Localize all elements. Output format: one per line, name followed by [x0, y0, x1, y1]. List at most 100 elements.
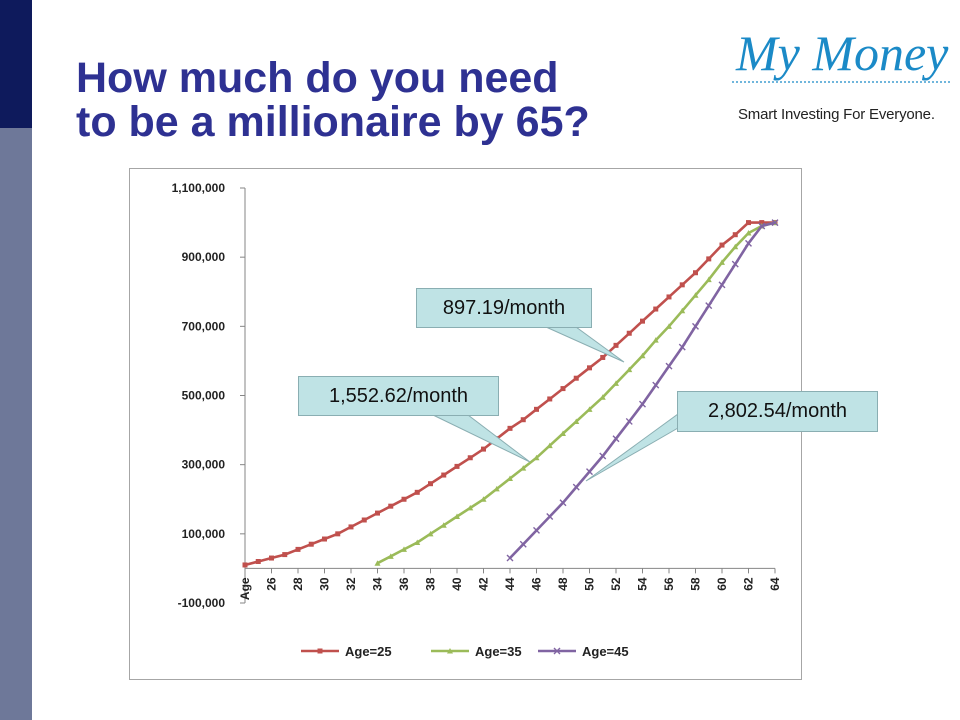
- data-point: [625, 417, 633, 425]
- legend-label: Age=25: [345, 644, 392, 659]
- data-point: [533, 526, 540, 534]
- data-point: [719, 259, 725, 265]
- data-point: [612, 435, 620, 443]
- data-point: [546, 513, 554, 521]
- data-point: [308, 541, 314, 547]
- data-point: [361, 517, 367, 523]
- x-tick-label: 44: [503, 577, 517, 591]
- x-tick-label: 38: [424, 577, 438, 591]
- data-point: [520, 417, 526, 423]
- data-point: [705, 302, 713, 310]
- data-point: [706, 256, 712, 262]
- data-point: [679, 282, 685, 288]
- data-point: [520, 465, 527, 471]
- data-point: [401, 496, 407, 502]
- callout-pointer: [432, 414, 531, 463]
- data-point: [440, 522, 447, 528]
- sidebar-accent: [0, 0, 32, 128]
- y-tick-label: 500,000: [182, 389, 226, 403]
- data-point: [599, 394, 606, 400]
- callout-label: 2,802.54/month: [677, 391, 878, 432]
- data-point: [759, 220, 765, 226]
- data-point: [348, 524, 354, 530]
- x-tick-label: 54: [636, 577, 650, 591]
- data-point: [295, 546, 301, 552]
- data-point: [547, 396, 553, 402]
- x-tick-label: 64: [768, 577, 782, 591]
- data-point: [666, 294, 672, 300]
- data-point: [652, 381, 660, 389]
- data-point: [693, 270, 698, 276]
- data-point: [666, 323, 672, 329]
- data-point: [559, 499, 567, 507]
- data-point: [732, 243, 739, 250]
- legend-marker: [553, 647, 561, 655]
- data-point: [375, 510, 380, 516]
- data-point: [242, 562, 248, 568]
- logo-tagline: Smart Investing For Everyone.: [738, 106, 935, 123]
- callout-pointer: [545, 326, 625, 363]
- x-tick-label: Age: [238, 577, 252, 600]
- x-tick-label: 42: [477, 577, 491, 591]
- x-tick-label: 36: [397, 577, 411, 591]
- legend: Age=25 Age=35 Age=45: [301, 644, 629, 659]
- data-point: [746, 220, 751, 226]
- data-point: [639, 400, 646, 408]
- data-point: [388, 503, 394, 509]
- data-point: [771, 219, 779, 227]
- x-tick-label: 46: [530, 577, 544, 591]
- data-point: [507, 425, 513, 431]
- data-point: [322, 536, 327, 542]
- x-tick-label: 56: [662, 577, 676, 591]
- data-point: [586, 468, 593, 476]
- data-point: [427, 530, 434, 537]
- data-point: [507, 475, 513, 481]
- x-tick-label: 34: [371, 577, 385, 591]
- data-point: [546, 442, 553, 449]
- y-tick-label: 300,000: [182, 458, 226, 472]
- data-point: [533, 454, 540, 461]
- x-tick-label: 50: [583, 577, 597, 591]
- data-point: [481, 446, 486, 452]
- data-point: [255, 559, 261, 564]
- data-point: [493, 485, 500, 492]
- data-point: [467, 504, 474, 511]
- data-point: [653, 306, 659, 312]
- data-point: [692, 322, 699, 330]
- y-tick-label: -100,000: [178, 596, 226, 610]
- data-point: [600, 354, 606, 360]
- series-group: [242, 219, 779, 568]
- data-point: [387, 553, 394, 559]
- data-point: [414, 489, 420, 495]
- data-point: [745, 229, 752, 236]
- x-tick-label: 30: [318, 577, 332, 591]
- data-point: [428, 481, 433, 487]
- slide-title: How much do you need to be a millionaire…: [76, 56, 590, 144]
- my-money-logo: My Money Smart Investing For Everyone.: [728, 10, 953, 130]
- legend-label: Age=35: [475, 644, 522, 659]
- data-point: [692, 292, 699, 298]
- data-point: [586, 406, 593, 412]
- data-point: [454, 513, 460, 520]
- data-point: [560, 386, 566, 392]
- data-point: [731, 260, 739, 268]
- x-tick-label: 26: [265, 577, 279, 591]
- callout-label: 897.19/month: [416, 288, 592, 328]
- data-point: [665, 362, 673, 370]
- data-point: [639, 352, 646, 359]
- callout-pointer: [585, 413, 679, 482]
- data-point: [560, 430, 566, 437]
- data-point: [269, 555, 274, 561]
- data-point: [613, 380, 619, 386]
- data-point: [414, 539, 421, 545]
- data-point: [573, 418, 580, 424]
- data-point: [626, 366, 633, 373]
- line-chart: 1,100,000 900,000 700,000 500,000 300,000 100…: [172, 181, 782, 659]
- data-point: [652, 337, 659, 343]
- data-point: [745, 239, 752, 247]
- callout-label: 1,552.62/month: [298, 376, 499, 416]
- title-line-2: to be a millionaire by 65?: [76, 98, 590, 146]
- data-point: [640, 318, 645, 324]
- x-tick-label: 40: [450, 577, 464, 591]
